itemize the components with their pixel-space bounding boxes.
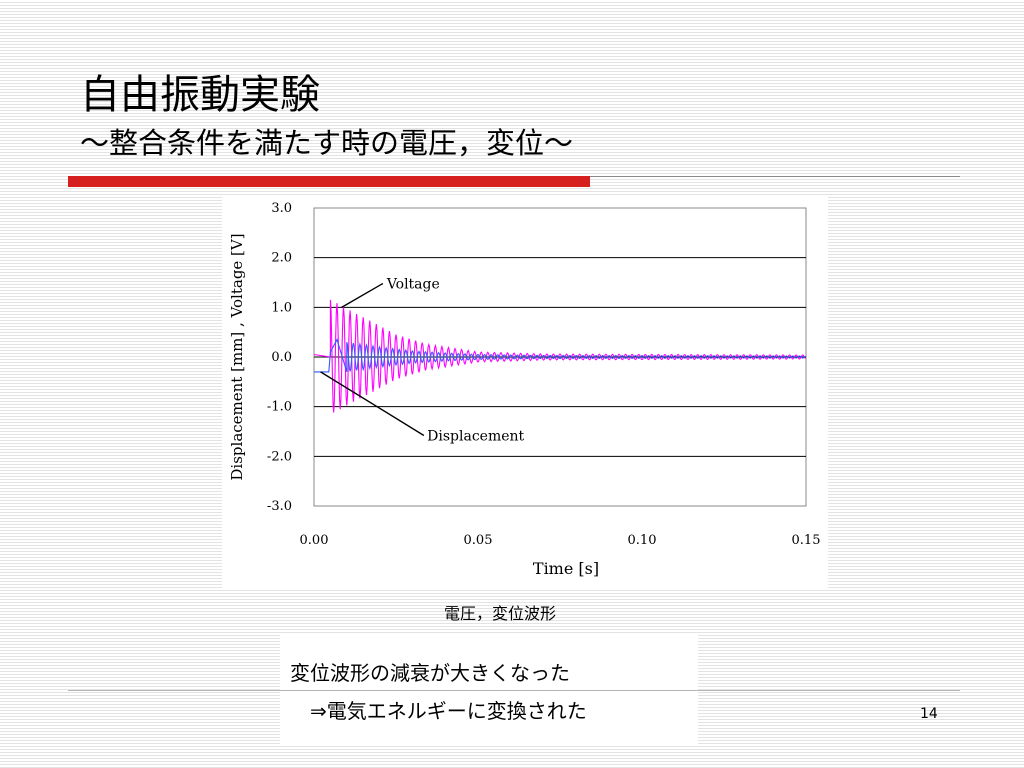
y-tick-label: 3.0 <box>271 201 292 216</box>
chart-caption: 電圧，変位波形 <box>443 604 556 623</box>
y-tick-label: -3.0 <box>267 499 292 514</box>
accent-rule <box>68 176 590 187</box>
displacement-leader-line <box>320 371 425 437</box>
y-tick-label: 2.0 <box>271 251 292 266</box>
series-line-voltage <box>313 299 806 413</box>
note-box: 変位波形の減衰が大きくなった ⇒電気エネルギーに変換された <box>280 633 698 745</box>
footer-rule <box>68 690 960 691</box>
note-line-2: ⇒電気エネルギーに変換された <box>310 699 587 723</box>
x-tick-label: 0.10 <box>628 533 657 548</box>
note-line-1: 変位波形の減衰が大きくなった <box>290 661 570 685</box>
y-tick-label: 0.0 <box>271 350 292 365</box>
slide-subtitle: ～整合条件を満たす時の電圧，変位～ <box>80 126 574 160</box>
x-tick-label: 0.15 <box>792 533 821 548</box>
y-tick-label: 1.0 <box>271 300 292 315</box>
series-line-displacement <box>314 338 806 373</box>
y-tick-label: -2.0 <box>267 449 292 464</box>
chart-svg: 3.0 2.0 1.0 0.0 -1.0 -2.0 -3.0 0.00 0.05 0.10 0.15… <box>228 201 821 578</box>
divider-rule <box>590 176 960 177</box>
y-tick-label: -1.0 <box>267 400 292 415</box>
page-number: 14 <box>920 706 938 722</box>
x-tick-label: 0.05 <box>464 533 493 548</box>
x-axis-label: Time [s] <box>533 559 599 578</box>
y-axis-label: Displacement [mm] , Voltage [V] <box>228 233 246 480</box>
annotation-voltage: Voltage <box>386 276 440 292</box>
voltage-leader-line <box>341 282 384 308</box>
slide-title: 自由振動実験 <box>80 72 320 118</box>
annotation-displacement: Displacement <box>427 428 524 444</box>
x-tick-label: 0.00 <box>300 533 329 548</box>
chart-container: 3.0 2.0 1.0 0.0 -1.0 -2.0 -3.0 0.00 0.05 0.10 0.15… <box>222 196 828 590</box>
